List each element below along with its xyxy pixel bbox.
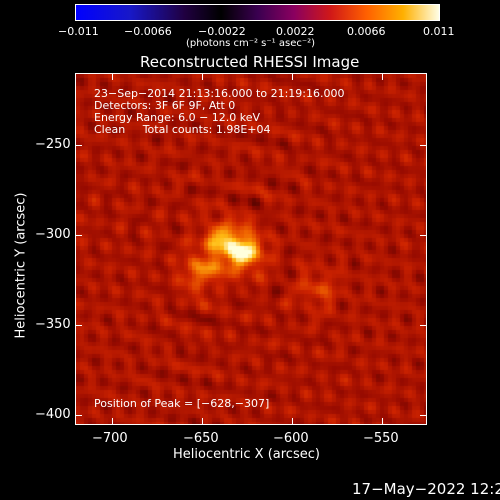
x-axis-label: Heliocentric X (arcsec) [173, 447, 320, 462]
x-tick-label: −650 [183, 431, 219, 446]
x-tick-label: −600 [273, 431, 309, 446]
heatmap-image [76, 74, 426, 424]
y-tick-label: −350 [35, 317, 71, 332]
timestamp: 17−May−2022 12:22 [352, 480, 500, 498]
colorbar-tick-label: 0.0022 [276, 25, 315, 38]
y-tick-label: −300 [35, 227, 71, 242]
annotation-detectors: Detectors: 3F 6F 9F, Att 0 [94, 99, 236, 112]
colorbar [75, 4, 440, 21]
plot-frame [75, 73, 427, 425]
y-tick-label: −400 [35, 407, 71, 422]
colorbar-tick-label: 0.011 [423, 25, 455, 38]
y-axis-label: Heliocentric Y (arcsec) [13, 192, 29, 339]
colorbar-tick-label: −0.0066 [124, 25, 172, 38]
colorbar-tick-label: −0.011 [58, 25, 99, 38]
chart-title: Reconstructed RHESSI Image [140, 53, 360, 71]
x-tick-label: −700 [92, 431, 128, 446]
y-tick-label: −250 [35, 137, 71, 152]
colorbar-tick-label: −0.0022 [198, 25, 246, 38]
annotation-peak-position: Position of Peak = [−628,−307] [94, 397, 270, 410]
x-tick-label: −550 [363, 431, 399, 446]
colorbar-units-label: (photons cm⁻² s⁻¹ asec⁻²) [186, 38, 316, 49]
annotation-time-range: 23−Sep−2014 21:13:16.000 to 21:19:16.000 [94, 87, 345, 100]
colorbar-tick-label: 0.0066 [347, 25, 386, 38]
annotation-clean-counts: Clean Total counts: 1.98E+04 [94, 123, 271, 136]
annotation-energy-range: Energy Range: 6.0 − 12.0 keV [94, 111, 261, 124]
